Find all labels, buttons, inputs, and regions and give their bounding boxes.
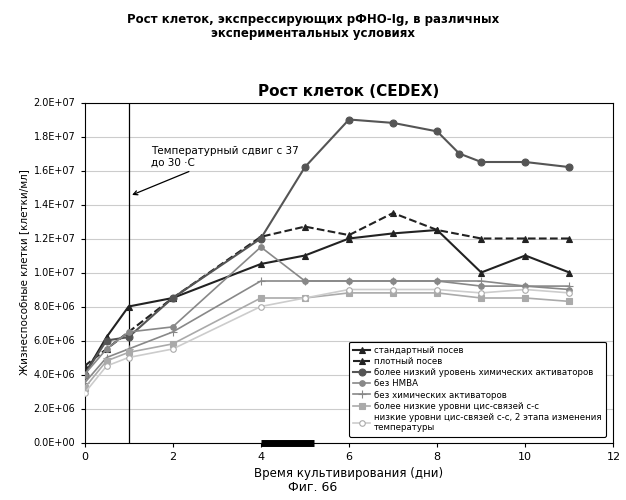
- стандартный посев: [478, 270, 485, 276]
- плотный посев: [125, 329, 132, 335]
- Legend: стандартный посев, плотный посев, более низкий уровень химических активаторов, б: стандартный посев, плотный посев, более …: [349, 342, 605, 436]
- X-axis label: Время культивирования (дни): Время культивирования (дни): [254, 467, 444, 480]
- стандартный посев: [346, 236, 353, 242]
- плотный посев: [103, 346, 110, 352]
- стандартный посев: [103, 334, 110, 340]
- низкие уровни цис-связей с-с, 2 этапа изменения
температуры: [169, 346, 177, 352]
- более низкие уровни цис-связей с-с: [169, 341, 177, 347]
- стандартный посев: [389, 230, 397, 236]
- без НМВА: [125, 329, 132, 335]
- без химических активаторов: [346, 278, 353, 284]
- низкие уровни цис-связей с-с, 2 этапа изменения
температуры: [81, 390, 88, 396]
- Line: низкие уровни цис-связей с-с, 2 этапа изменения
температуры: низкие уровни цис-связей с-с, 2 этапа из…: [82, 286, 572, 396]
- более низкие уровни цис-связей с-с: [103, 358, 110, 364]
- без НМВА: [103, 346, 110, 352]
- без НМВА: [389, 278, 397, 284]
- без химических активаторов: [521, 283, 529, 289]
- стандартный посев: [81, 372, 88, 378]
- Text: Фиг. 66: Фиг. 66: [289, 481, 337, 494]
- более низкий уровень химических активаторов: [566, 164, 573, 170]
- более низкие уровни цис-связей с-с: [346, 290, 353, 296]
- плотный посев: [433, 227, 441, 233]
- низкие уровни цис-связей с-с, 2 этапа изменения
температуры: [346, 286, 353, 292]
- без НМВА: [521, 283, 529, 289]
- без НМВА: [433, 278, 441, 284]
- более низкий уровень химических активаторов: [81, 372, 88, 378]
- стандартный посев: [521, 252, 529, 258]
- без химических активаторов: [125, 346, 132, 352]
- стандартный посев: [169, 295, 177, 301]
- стандартный посев: [257, 261, 265, 267]
- более низкие уровни цис-связей с-с: [566, 298, 573, 304]
- без химических активаторов: [478, 278, 485, 284]
- без химических активаторов: [389, 278, 397, 284]
- более низкие уровни цис-связей с-с: [301, 295, 309, 301]
- Text: Рост клеток, экспрессирующих рФНО-Ig, в различных
экспериментальных условиях: Рост клеток, экспрессирующих рФНО-Ig, в …: [127, 12, 499, 40]
- без НМВА: [478, 283, 485, 289]
- без химических активаторов: [301, 278, 309, 284]
- низкие уровни цис-связей с-с, 2 этапа изменения
температуры: [257, 304, 265, 310]
- более низкий уровень химических активаторов: [169, 295, 177, 301]
- плотный посев: [81, 363, 88, 369]
- более низкий уровень химических активаторов: [257, 236, 265, 242]
- более низкий уровень химических активаторов: [301, 164, 309, 170]
- без НМВА: [346, 278, 353, 284]
- плотный посев: [389, 210, 397, 216]
- без НМВА: [169, 324, 177, 330]
- без химических активаторов: [566, 283, 573, 289]
- Line: без химических активаторов: без химических активаторов: [80, 277, 573, 387]
- Line: более низкие уровни цис-связей с-с: более низкие уровни цис-связей с-с: [82, 290, 572, 391]
- плотный посев: [169, 295, 177, 301]
- низкие уровни цис-связей с-с, 2 этапа изменения
температуры: [566, 290, 573, 296]
- более низкий уровень химических активаторов: [521, 159, 529, 165]
- плотный посев: [521, 236, 529, 242]
- низкие уровни цис-связей с-с, 2 этапа изменения
температуры: [389, 286, 397, 292]
- Title: Рост клеток (CEDEX): Рост клеток (CEDEX): [259, 84, 439, 98]
- стандартный посев: [433, 227, 441, 233]
- низкие уровни цис-связей с-с, 2 этапа изменения
температуры: [103, 363, 110, 369]
- плотный посев: [478, 236, 485, 242]
- стандартный посев: [301, 252, 309, 258]
- Line: стандартный посев: стандартный посев: [81, 226, 573, 378]
- низкие уровни цис-связей с-с, 2 этапа изменения
температуры: [125, 354, 132, 360]
- Line: без НМВА: без НМВА: [82, 244, 572, 378]
- плотный посев: [257, 234, 265, 240]
- без химических активаторов: [433, 278, 441, 284]
- Y-axis label: Жизнеспособные клетки [клетки/мл]: Жизнеспособные клетки [клетки/мл]: [19, 170, 29, 376]
- низкие уровни цис-связей с-с, 2 этапа изменения
температуры: [478, 290, 485, 296]
- стандартный посев: [125, 304, 132, 310]
- без НМВА: [81, 372, 88, 378]
- без НМВА: [301, 278, 309, 284]
- более низкий уровень химических активаторов: [478, 159, 485, 165]
- Text: Температурный сдвиг с 37
до 30 ·С: Температурный сдвиг с 37 до 30 ·С: [133, 146, 299, 195]
- более низкий уровень химических активаторов: [346, 116, 353, 122]
- низкие уровни цис-связей с-с, 2 этапа изменения
температуры: [433, 286, 441, 292]
- без химических активаторов: [257, 278, 265, 284]
- более низкие уровни цис-связей с-с: [257, 295, 265, 301]
- более низкий уровень химических активаторов: [433, 128, 441, 134]
- более низкий уровень химических активаторов: [103, 338, 110, 344]
- без химических активаторов: [169, 329, 177, 335]
- низкие уровни цис-связей с-с, 2 этапа изменения
температуры: [301, 295, 309, 301]
- низкие уровни цис-связей с-с, 2 этапа изменения
температуры: [521, 286, 529, 292]
- более низкие уровни цис-связей с-с: [478, 295, 485, 301]
- более низкие уровни цис-связей с-с: [125, 350, 132, 356]
- плотный посев: [301, 224, 309, 230]
- более низкий уровень химических активаторов: [389, 120, 397, 126]
- стандартный посев: [566, 270, 573, 276]
- более низкие уровни цис-связей с-с: [521, 295, 529, 301]
- более низкий уровень химических активаторов: [125, 334, 132, 340]
- Line: плотный посев: плотный посев: [81, 210, 573, 370]
- более низкие уровни цис-связей с-с: [389, 290, 397, 296]
- более низкие уровни цис-связей с-с: [81, 385, 88, 391]
- Line: более низкий уровень химических активаторов: более низкий уровень химических активато…: [81, 116, 573, 378]
- более низкие уровни цис-связей с-с: [433, 290, 441, 296]
- более низкий уровень химических активаторов: [456, 150, 463, 156]
- без НМВА: [566, 286, 573, 292]
- без химических активаторов: [103, 354, 110, 360]
- без химических активаторов: [81, 380, 88, 386]
- без НМВА: [257, 244, 265, 250]
- плотный посев: [566, 236, 573, 242]
- плотный посев: [346, 232, 353, 238]
